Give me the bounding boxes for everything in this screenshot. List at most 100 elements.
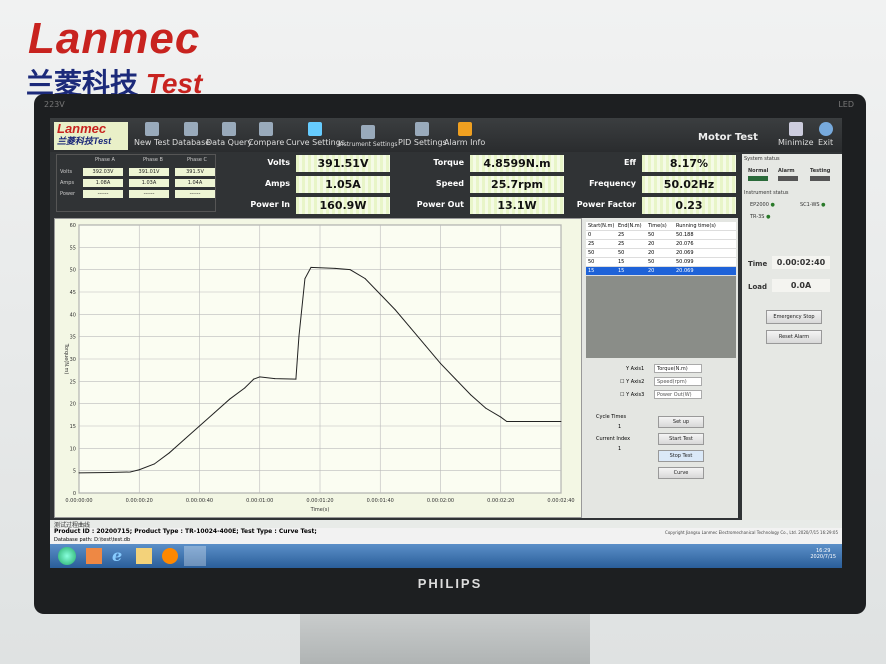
y-tick-label: 30 xyxy=(70,357,76,363)
data-point xyxy=(229,398,231,400)
phase-a-power: ------ xyxy=(83,190,123,198)
y-tick-label: 20 xyxy=(70,402,76,408)
x-axis-label: Time(s) xyxy=(310,507,330,513)
data-point xyxy=(485,407,487,409)
wrench-icon xyxy=(308,122,323,136)
time-value: 0.00:02:40 xyxy=(772,256,830,269)
y-axis1-label: Y Axis1 xyxy=(626,366,645,372)
y-tick-label: 45 xyxy=(70,290,76,296)
phase-a-volts: 392.03V xyxy=(83,168,123,176)
curve-settings-button[interactable]: Curve Settings xyxy=(286,122,345,147)
minimize-button[interactable]: Minimize xyxy=(778,122,814,147)
toolbar: Lanmec 兰菱科技Test New Test Database Data Qu… xyxy=(50,118,842,152)
data-point xyxy=(138,469,140,471)
data-point xyxy=(199,425,200,427)
table-cell: 15 xyxy=(618,268,625,274)
taskbar: e 16:29 2020/7/15 xyxy=(50,544,842,568)
y-tick-label: 40 xyxy=(70,312,76,318)
y-axis-label: Torque(N.m) xyxy=(63,343,69,375)
steps-table: Start(N.m) End(N.m) Time(s) Running time(s)… xyxy=(586,222,736,358)
alarm-info-button[interactable]: Alarm Info xyxy=(444,122,485,147)
data-point xyxy=(129,471,131,473)
data-point xyxy=(506,421,508,423)
curve-button[interactable]: Curve xyxy=(658,467,704,479)
chart-caption: 测试过程曲线 xyxy=(50,520,842,529)
volts-value: 391.51V xyxy=(296,155,390,172)
folder-icon[interactable] xyxy=(136,548,152,564)
tr3s-status: TR-3S ● xyxy=(750,214,771,220)
data-point xyxy=(108,471,110,473)
data-point xyxy=(334,267,336,269)
system-status-title: System status xyxy=(744,156,780,162)
window-title: Motor Test xyxy=(698,132,758,143)
app-logo: Lanmec 兰菱科技Test xyxy=(54,122,128,150)
stop-test-button[interactable]: Stop Test xyxy=(658,450,704,462)
start-button[interactable] xyxy=(58,547,76,565)
monitor: 223V LED PHILIPS Lanmec 兰菱科技Test New Test… xyxy=(34,94,866,614)
phase-c-volts: 391.5V xyxy=(175,168,215,176)
table-cell: 50 xyxy=(588,250,595,256)
ie-icon[interactable]: e xyxy=(112,546,123,565)
start-test-button[interactable]: Start Test xyxy=(658,433,704,445)
data-point xyxy=(274,378,276,380)
phase-b-header: Phase B xyxy=(143,157,163,163)
power-out-label: Power Out xyxy=(416,200,464,209)
chart-svg: 0 5 10 15 20 25 30 35 40 45 50 55 60 0.00:00:00 0.00:0… xyxy=(63,223,575,513)
time-label: Time xyxy=(748,260,768,268)
load-value: 0.0A xyxy=(772,279,830,292)
database-icon xyxy=(184,122,199,136)
instrument-settings-button[interactable]: Instrument Settings xyxy=(338,125,398,148)
table-row[interactable]: 50 50 20 20.069 xyxy=(586,249,736,258)
torque-label: Torque xyxy=(433,158,464,167)
data-point xyxy=(168,452,170,454)
power-in-value: 160.9W xyxy=(296,197,390,214)
motor-test-app-task[interactable] xyxy=(184,546,206,566)
normal-indicator xyxy=(748,176,768,181)
warning-icon xyxy=(457,122,472,136)
media-player-icon[interactable] xyxy=(162,548,178,564)
speed-label: Speed xyxy=(435,179,464,188)
power-factor-label: Power Factor xyxy=(576,200,636,209)
table-row[interactable]: 15 15 20 20.069 xyxy=(586,267,736,276)
current-index-label: Current Index xyxy=(596,436,631,442)
cycle-times-value: 1 xyxy=(618,424,622,430)
emergency-stop-button[interactable]: Emergency Stop xyxy=(766,310,822,324)
y-axis3-checkbox[interactable]: ☐ Y Axis3 xyxy=(620,392,645,398)
y-axis2-select[interactable]: Speed(rpm) xyxy=(654,377,702,386)
compare-button[interactable]: Compare xyxy=(248,122,284,147)
table-cell: 0 xyxy=(588,232,592,238)
table-cell: 20.069 xyxy=(676,268,694,274)
frequency-value: 50.02Hz xyxy=(642,176,736,193)
table-cell: 50 xyxy=(648,232,655,238)
current-index-value: 1 xyxy=(618,446,622,452)
table-row[interactable]: 25 25 20 20.076 xyxy=(586,240,736,249)
data-query-button[interactable]: Data Query xyxy=(206,122,252,147)
data-point xyxy=(364,278,366,280)
status-panel: System status Normal Alarm Testing Instr… xyxy=(742,154,842,524)
clock: 16:29 2020/7/15 xyxy=(810,548,836,560)
instrument-icon xyxy=(360,125,375,139)
table-row[interactable]: 0 25 50 50.188 xyxy=(586,231,736,240)
phase-a-header: Phase A xyxy=(95,157,115,163)
y-axis3-select[interactable]: Power Out(W) xyxy=(654,390,702,399)
monitor-brand: PHILIPS xyxy=(417,576,483,591)
data-point xyxy=(440,362,441,364)
new-test-button[interactable]: New Test xyxy=(134,122,170,147)
y-axis1-select[interactable]: Torque(N.m) xyxy=(654,364,702,373)
taskbar-app-icon[interactable] xyxy=(86,548,102,564)
database-button[interactable]: Database xyxy=(172,122,210,147)
y-axis2-checkbox[interactable]: ☐ Y Axis2 xyxy=(620,379,645,385)
pid-settings-button[interactable]: PID Settings xyxy=(398,122,447,147)
reset-alarm-button[interactable]: Reset Alarm xyxy=(766,330,822,344)
x-tick-label: 0.00:01:20 xyxy=(306,498,333,504)
exit-button[interactable]: Exit xyxy=(818,122,833,147)
alarm-label: Alarm xyxy=(778,168,795,174)
table-cell: 20.076 xyxy=(676,241,694,247)
setup-button[interactable]: Set up xyxy=(658,416,704,428)
pid-icon xyxy=(415,122,430,136)
table-row[interactable]: 50 15 50 50.099 xyxy=(586,258,736,267)
monitor-stand xyxy=(300,614,590,664)
table-cell: 20 xyxy=(648,241,655,247)
eff-value: 8.17% xyxy=(642,155,736,172)
phase-a-amps: 1.08A xyxy=(83,179,123,187)
